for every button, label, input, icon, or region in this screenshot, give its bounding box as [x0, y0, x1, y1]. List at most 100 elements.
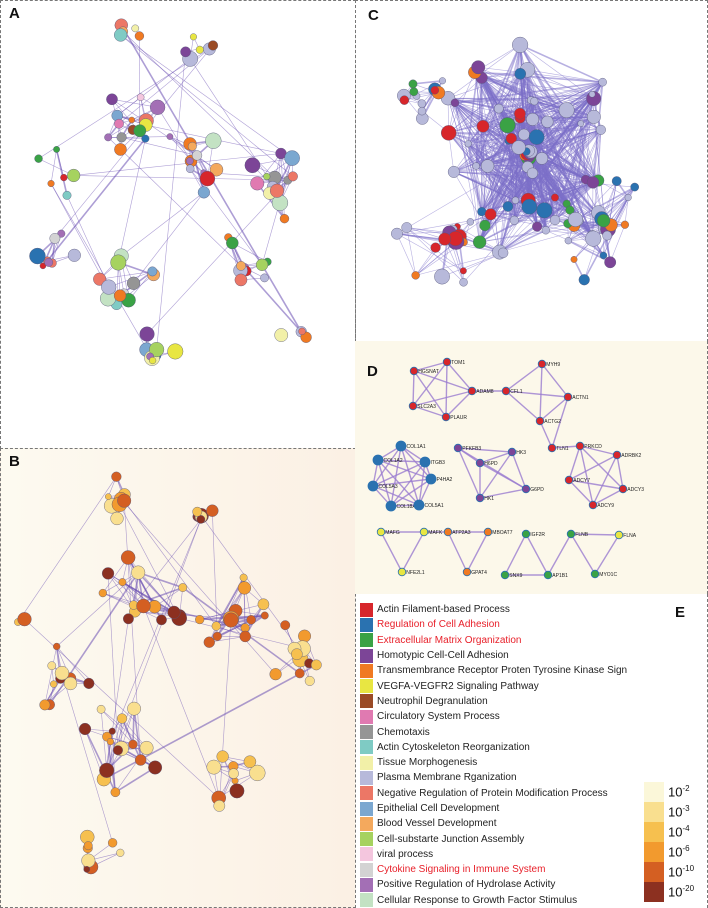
edge [121, 718, 142, 761]
scale-step: 10-4 [644, 822, 694, 842]
node [568, 212, 583, 227]
edge [475, 125, 508, 167]
legend-label: Plasma Membrane Rganization [377, 772, 517, 784]
node [134, 31, 145, 41]
gene-node: MBOAT7 [483, 527, 513, 537]
scale-label: 10-2 [668, 784, 690, 800]
edge [551, 396, 569, 449]
gene-label: P4HA2 [437, 477, 453, 483]
edge [505, 390, 541, 422]
legend-item: Cell-substarte Junction Assembly [360, 831, 627, 847]
node [180, 46, 191, 58]
node [464, 140, 472, 148]
node [101, 279, 117, 295]
gene-label: ADRBK2 [621, 453, 641, 459]
legend-swatch [360, 602, 373, 617]
edge [133, 708, 142, 761]
gene-label: COL5A1 [425, 503, 444, 509]
gene-label: H6PD [484, 461, 498, 467]
node [123, 613, 134, 625]
panel-label: E [675, 604, 686, 621]
edge [568, 454, 618, 481]
panel-a: A [0, 0, 356, 449]
node [139, 740, 154, 755]
node [118, 578, 127, 586]
gene-node: PFKFB3 [453, 443, 481, 453]
edge [511, 138, 515, 221]
gene-node: SNX9 [500, 570, 523, 580]
edge [534, 81, 603, 102]
edge [107, 573, 119, 751]
node [49, 233, 61, 244]
node [269, 668, 282, 681]
edge [146, 176, 294, 335]
legend-label: viral process [377, 848, 434, 860]
node [128, 116, 135, 124]
gene-label: HK3 [516, 450, 526, 456]
node [209, 162, 224, 177]
node [511, 196, 520, 204]
edge [609, 224, 626, 263]
node [127, 701, 141, 716]
node [212, 631, 222, 641]
edge [445, 361, 448, 418]
edge [499, 229, 547, 253]
node [294, 668, 305, 679]
gene-label: COL18A1 [397, 504, 419, 510]
legend-swatch [360, 679, 373, 694]
edge [372, 461, 426, 487]
node [260, 273, 269, 283]
panel-b: B [0, 448, 356, 908]
node-circle [566, 529, 576, 539]
edge [511, 451, 527, 490]
gene-node: GPAT4 [462, 567, 487, 577]
edge [218, 619, 232, 806]
node [113, 745, 123, 756]
gene-node: NFE2L1 [397, 567, 425, 577]
node [263, 172, 271, 181]
edge [482, 44, 521, 127]
node [211, 621, 221, 631]
edge [468, 143, 533, 174]
edge [457, 447, 481, 499]
node [203, 636, 215, 648]
edge [123, 500, 217, 627]
edge [579, 445, 594, 506]
node [99, 762, 115, 778]
node-circle [409, 366, 419, 376]
edge [467, 143, 477, 167]
gene-node: FLNA [614, 530, 637, 540]
node [53, 642, 61, 651]
network-c [391, 36, 639, 287]
gene-label: HK1 [484, 496, 494, 502]
node [186, 157, 194, 165]
legend-swatch [360, 633, 373, 648]
node [310, 659, 322, 671]
node [257, 598, 270, 611]
gene-node: PLAUR [441, 412, 467, 422]
edge [507, 44, 521, 126]
gene-label: COL1A1 [407, 444, 426, 450]
edge [479, 488, 527, 499]
node [185, 164, 195, 174]
edge [523, 94, 593, 135]
gene-label: TOM1 [451, 360, 465, 366]
panel-c: C [355, 0, 708, 342]
node [167, 343, 184, 360]
node [199, 170, 216, 187]
node [34, 154, 43, 163]
edge [46, 138, 146, 262]
edge [56, 646, 90, 684]
edge [505, 363, 543, 392]
node [167, 605, 181, 619]
gene-node: G6PD [521, 484, 544, 494]
node-circle [443, 527, 453, 537]
node [249, 764, 266, 782]
node [430, 86, 440, 95]
edge [441, 252, 504, 277]
edge [569, 129, 602, 211]
edge [200, 515, 304, 656]
edge [598, 186, 635, 213]
node [116, 713, 128, 724]
edge [418, 461, 426, 506]
